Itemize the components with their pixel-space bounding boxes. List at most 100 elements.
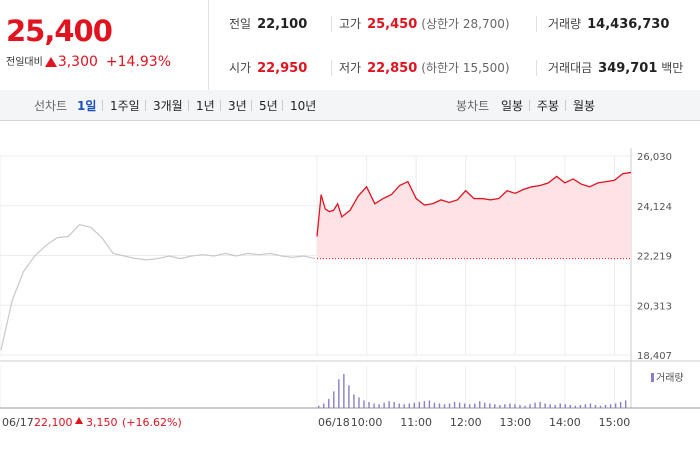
x-tick-label: 06/18 bbox=[318, 416, 350, 429]
volume-bar bbox=[428, 400, 431, 408]
volume-bar bbox=[443, 404, 446, 408]
stat-value: 25,450 bbox=[367, 17, 418, 32]
x-tick-label-prev-day: 06/17 bbox=[2, 416, 34, 429]
volume-bar bbox=[383, 402, 385, 408]
prev-day-change-pct-label: (+16.62%) bbox=[122, 416, 182, 429]
stat-label: 거래대금 bbox=[548, 61, 593, 75]
x-tick-label: 13:00 bbox=[499, 416, 531, 429]
x-tick-label: 11:00 bbox=[400, 416, 432, 429]
x-tick-label: 10:00 bbox=[351, 416, 383, 429]
volume-bar bbox=[589, 403, 592, 408]
volume-bar bbox=[549, 404, 551, 408]
prev-day-change-label: 3,150 bbox=[86, 416, 118, 429]
divider bbox=[331, 16, 332, 32]
today-price-line bbox=[316, 171, 632, 237]
volume-bar bbox=[333, 391, 335, 408]
volume-bar bbox=[514, 404, 516, 408]
tab-1y[interactable]: 1년 bbox=[196, 99, 215, 113]
stat-unit: 백만 bbox=[661, 61, 684, 75]
volume-bar bbox=[318, 405, 320, 408]
change-value: 3,300 bbox=[57, 54, 98, 70]
divider bbox=[536, 16, 537, 32]
volume-bar bbox=[509, 403, 511, 408]
volume-legend-swatch bbox=[651, 373, 654, 382]
volume-bar bbox=[323, 403, 325, 408]
change-label: 전일대비 bbox=[6, 57, 43, 68]
tab-1d[interactable]: 1일 bbox=[77, 99, 97, 113]
tab-1w[interactable]: 1주일 bbox=[110, 99, 140, 113]
volume-bar bbox=[388, 401, 390, 408]
volume-bar bbox=[393, 401, 395, 408]
volume-bar bbox=[474, 403, 476, 408]
volume-bar bbox=[418, 401, 421, 408]
stat-low: 저가 22,850 (하한가 15,500) bbox=[339, 59, 510, 76]
volume-bar bbox=[423, 401, 426, 408]
stat-label: 고가 bbox=[339, 17, 362, 31]
volume-bar bbox=[348, 385, 350, 408]
divider bbox=[536, 60, 537, 76]
today-area-fill bbox=[317, 172, 631, 259]
volume-bar bbox=[574, 405, 577, 408]
volume-bar bbox=[368, 401, 370, 408]
volume-bar bbox=[378, 404, 380, 408]
stat-value: 22,100 bbox=[257, 17, 308, 32]
up-triangle-icon bbox=[44, 57, 57, 67]
tab-divider bbox=[565, 100, 566, 111]
y-tick-label: 22,219 bbox=[637, 252, 672, 263]
price-box: 25,400 전일대비 3,300 +14.93% bbox=[0, 0, 209, 90]
tab-divider bbox=[188, 100, 189, 111]
tab-10y[interactable]: 10년 bbox=[290, 99, 317, 113]
volume-bar bbox=[438, 403, 441, 408]
prev-day-line bbox=[0, 223, 316, 351]
volume-bar bbox=[458, 402, 461, 408]
y-tick-label: 24,124 bbox=[637, 202, 672, 213]
volume-bar bbox=[499, 404, 501, 408]
y-tick-label: 26,030 bbox=[637, 152, 672, 163]
volume-bar bbox=[373, 403, 375, 408]
volume-bar bbox=[453, 401, 456, 408]
volume-bar bbox=[609, 404, 612, 408]
quote-panel: 25,400 전일대비 3,300 +14.93% 전일 22,100 고가 25,45… bbox=[0, 0, 700, 91]
prev-day-close-label: 22,100 bbox=[34, 416, 73, 429]
tab-5y[interactable]: 5년 bbox=[259, 99, 278, 113]
volume-bar bbox=[463, 403, 466, 408]
volume-bar bbox=[604, 404, 607, 408]
volume-bar bbox=[594, 404, 597, 408]
volume-bar bbox=[494, 404, 496, 408]
stat-trade-value: 거래대금 349,701 백만 bbox=[548, 59, 689, 76]
volume-bar bbox=[584, 404, 587, 408]
tab-3m[interactable]: 3개월 bbox=[153, 99, 183, 113]
volume-bar bbox=[504, 404, 506, 408]
volume-bar bbox=[338, 379, 340, 408]
volume-bar bbox=[579, 404, 582, 408]
tab-weekly[interactable]: 주봉 bbox=[537, 99, 560, 113]
volume-legend-label: 거래량 bbox=[656, 372, 684, 384]
tab-daily[interactable]: 일봉 bbox=[501, 99, 524, 113]
volume-bar bbox=[343, 374, 345, 408]
tab-monthly[interactable]: 월봉 bbox=[573, 99, 596, 113]
volume-bar bbox=[614, 403, 617, 408]
stat-open: 시가 22,950 bbox=[229, 59, 307, 76]
stat-value: 22,950 bbox=[257, 61, 308, 76]
x-tick-label: 15:00 bbox=[599, 416, 631, 429]
tab-divider bbox=[145, 100, 146, 111]
x-tick-label: 12:00 bbox=[450, 416, 482, 429]
volume-bar bbox=[448, 403, 451, 408]
volume-bar bbox=[534, 402, 536, 408]
chart-tabs: 선차트 1일 1주일 3개월 1년 3년 5년 10년 봉차트 일봉 주봉 월봉 bbox=[0, 90, 700, 121]
volume-bar bbox=[408, 403, 410, 408]
stat-label: 전일 bbox=[229, 17, 252, 31]
volume-bar bbox=[479, 401, 481, 408]
volume-bar bbox=[403, 404, 405, 408]
volume-bar bbox=[624, 400, 627, 408]
tab-divider bbox=[282, 100, 283, 111]
tab-3y[interactable]: 3년 bbox=[228, 99, 247, 113]
upper-limit: (상한가 28,700) bbox=[421, 17, 510, 31]
volume-bar bbox=[484, 402, 486, 408]
volume-bar bbox=[398, 403, 400, 408]
divider bbox=[331, 60, 332, 76]
line-chart-label: 선차트 bbox=[34, 99, 68, 113]
volume-bar bbox=[328, 398, 330, 408]
volume-bar bbox=[358, 397, 360, 408]
